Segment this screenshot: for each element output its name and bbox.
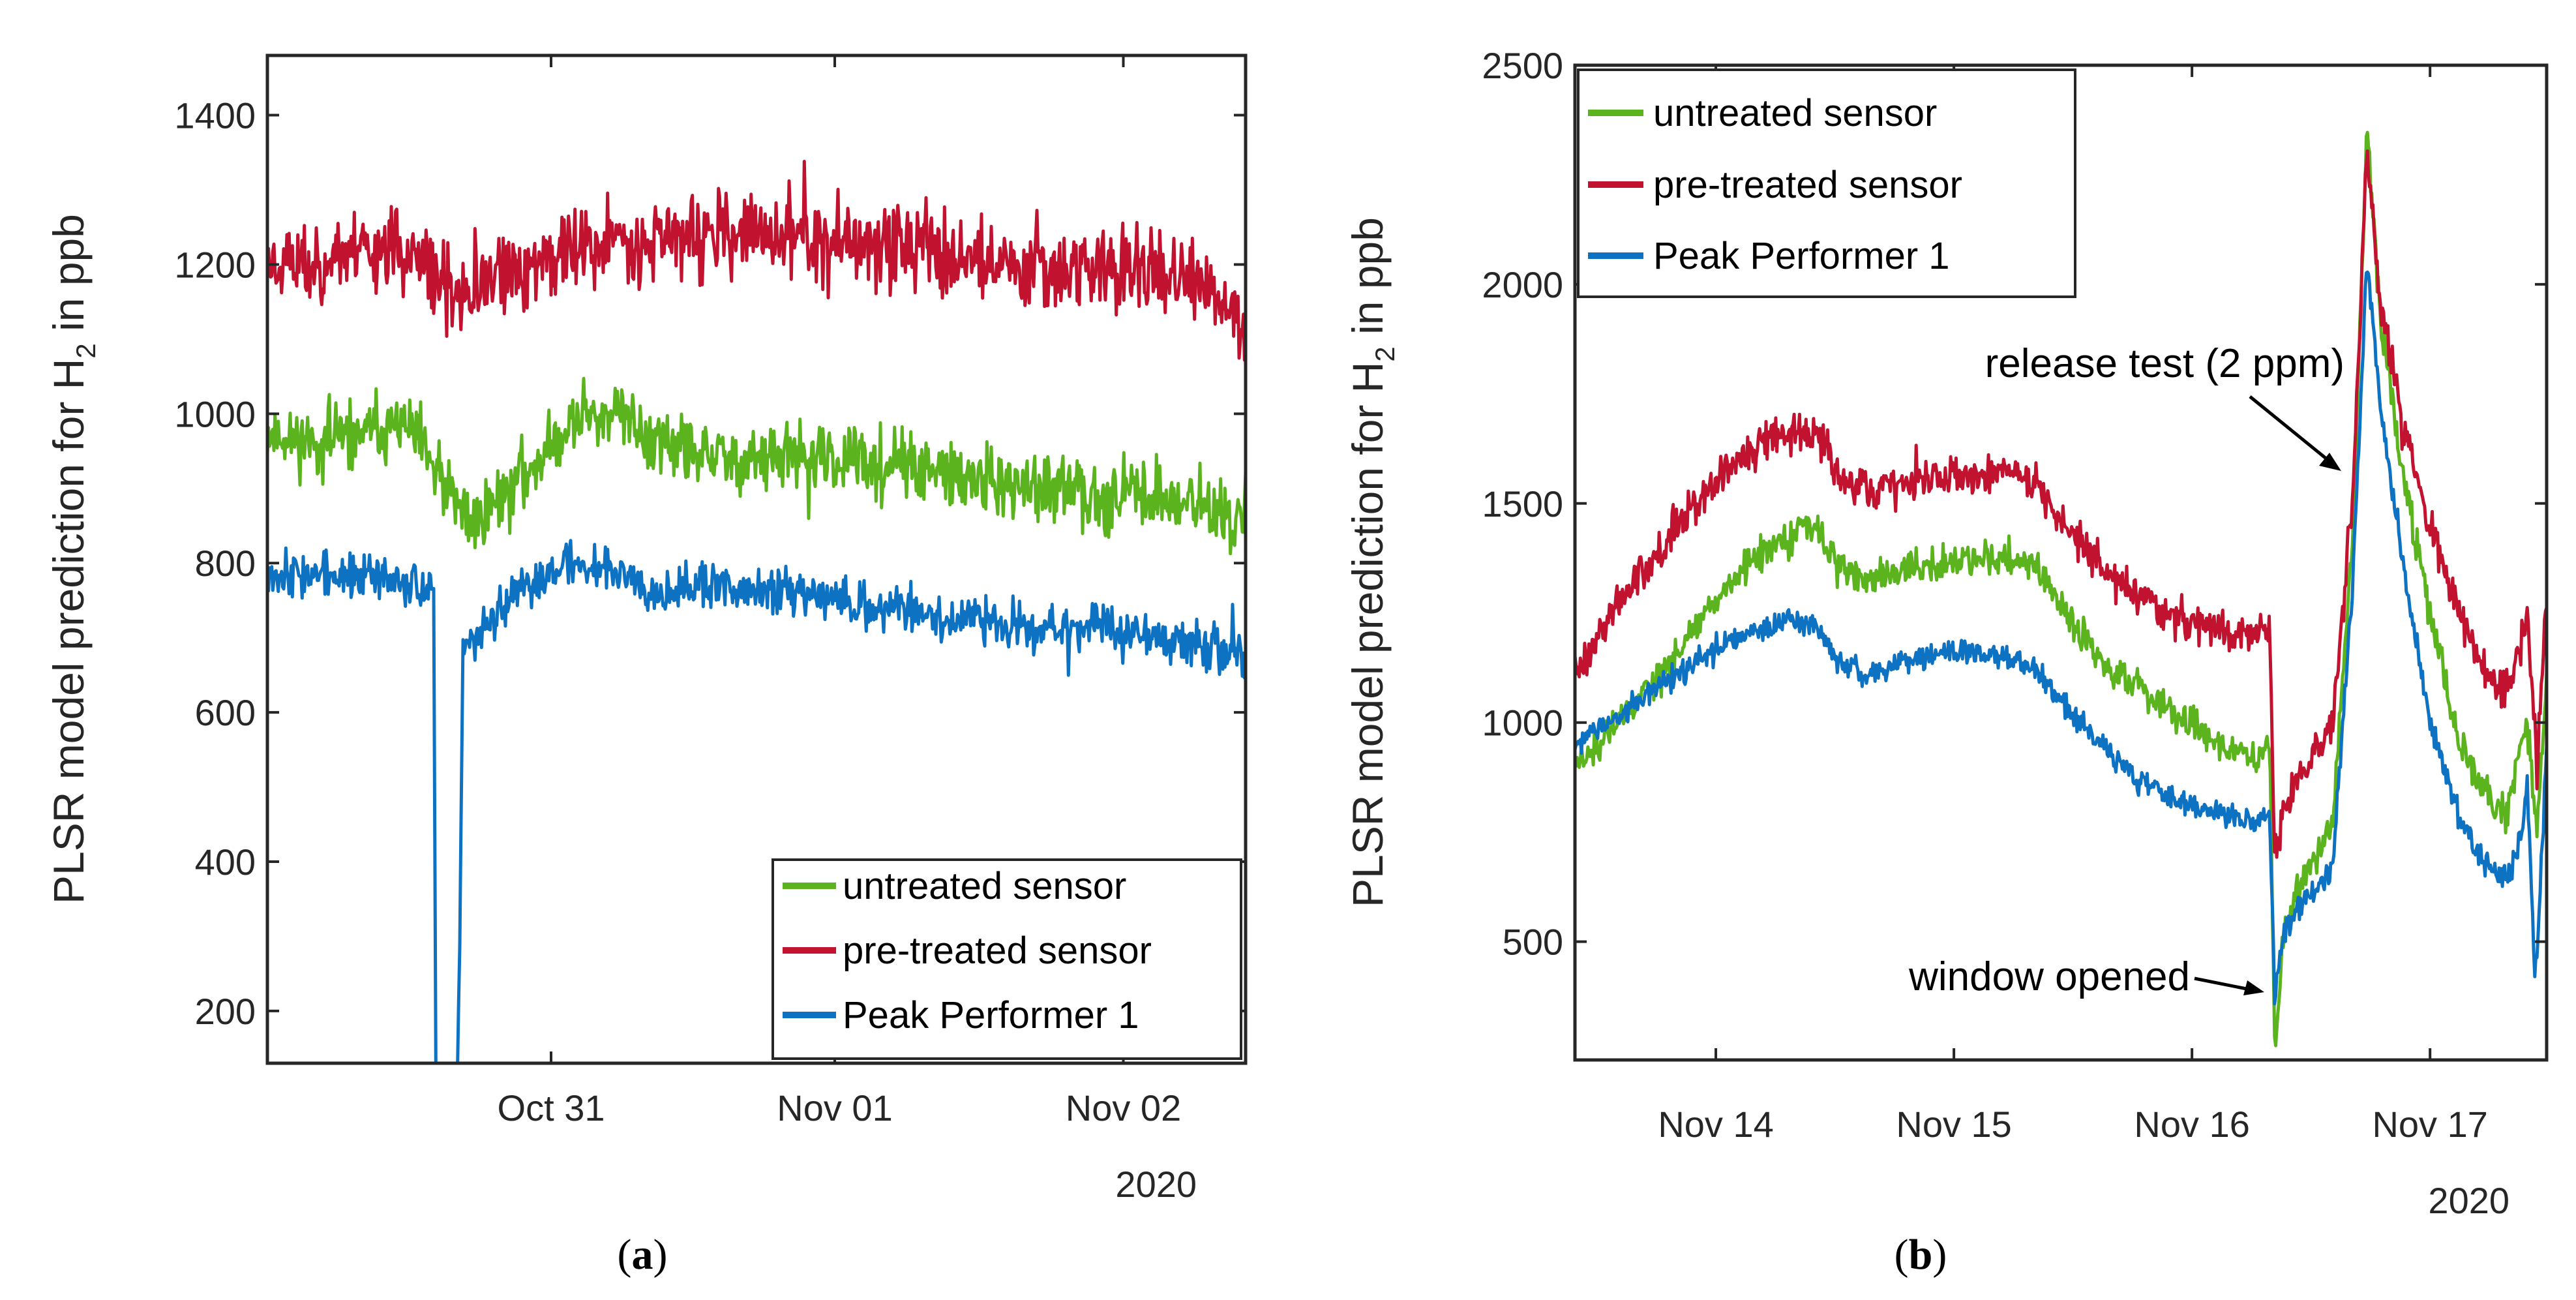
panel-b-series (1575, 130, 2547, 1048)
panel-b-series-pre-treated-sensor (1575, 149, 2547, 859)
panel-b-x-tick-label: Nov 14 (1658, 1104, 1773, 1145)
panel-b-y-axis-label-tail: in ppb (1343, 217, 1392, 346)
panel-b-y-tick-label: 1500 (1482, 483, 1563, 524)
panel-a-y-tick-label: 800 (195, 543, 256, 584)
panel-b-plot-frame (1573, 63, 2549, 1062)
panel-b-x-tick-label: Nov 15 (1896, 1104, 2011, 1145)
panel-a-y-axis-label: PLSR model prediction for H2 in ppb (44, 214, 101, 904)
panel-b-caption-letter: b (1909, 1231, 1933, 1278)
panel-b-x-tick-label: Nov 16 (2134, 1104, 2249, 1145)
panel-a-x-ticks: Oct 31 Nov 01 Nov 02 (498, 55, 1181, 1128)
panel-a-x-tick-label: Nov 02 (1066, 1087, 1181, 1128)
panel-a: 200 400 600 800 1000 1200 1400 Oct 31 Nov 01 Nov… (44, 53, 1248, 1278)
panel-b-y-tick-label: 500 (1503, 922, 1563, 963)
panel-a-legend-label-peak: Peak Performer 1 (843, 994, 1139, 1036)
annotation-release-test-arrow (2249, 395, 2335, 466)
panel-a-y-ticks: 200 400 600 800 1000 1200 1400 (174, 95, 1246, 1032)
panel-a-legend-label-pretreated: pre-treated sensor (843, 930, 1152, 972)
panel-a-series-pre-treated-sensor (267, 160, 1246, 362)
panel-a-y-axis-label-subscript: 2 (70, 343, 101, 358)
annotation-release-test-arrowhead (2319, 453, 2341, 471)
annotation-window-opened-arrowhead (2243, 980, 2264, 995)
annotation-window-opened: window opened (1908, 954, 2190, 999)
panel-b-year-label: 2020 (2428, 1180, 2509, 1221)
panel-b-x-ticks: Nov 14 Nov 15 Nov 16 Nov 17 (1658, 65, 2488, 1145)
panel-b-y-axis-label-subscript: 2 (1370, 346, 1400, 361)
panel-a-caption: (a) (618, 1231, 668, 1278)
panel-a-legend: untreated sensor pre-treated sensor Peak… (771, 858, 1242, 1060)
panel-a-x-tick-label: Oct 31 (498, 1087, 605, 1128)
panel-b-caption: (b) (1895, 1231, 1947, 1278)
panel-a-y-tick-label: 1000 (174, 393, 256, 434)
panel-a-series (267, 160, 1246, 1063)
panel-b-legend-label-untreated: untreated sensor (1653, 92, 1937, 134)
annotation-window-opened-arrow (2194, 976, 2254, 992)
panel-b-legend-label-pretreated: pre-treated sensor (1653, 164, 1962, 206)
panel-b-y-axis-label: PLSR model prediction for H2 in ppb (1343, 217, 1400, 907)
panel-b-x-tick-label: Nov 17 (2372, 1104, 2487, 1145)
panel-a-y-axis-label-main: PLSR model prediction for H (44, 359, 93, 904)
panel-a-legend-box (771, 858, 1242, 1060)
panel-a-caption-letter: a (632, 1231, 653, 1278)
panel-a-y-axis-label-tail: in ppb (44, 214, 93, 343)
panel-a-y-tick-label: 600 (195, 692, 256, 733)
panel-a-y-tick-label: 1200 (174, 244, 256, 285)
panel-a-legend-label-untreated: untreated sensor (843, 865, 1126, 907)
panel-b-y-tick-label: 2000 (1482, 264, 1563, 305)
panel-a-year-label: 2020 (1115, 1164, 1197, 1205)
panel-b-series-peak-performer-1 (1575, 270, 2547, 1006)
panel-b-legend-box (1577, 68, 2076, 298)
panel-a-y-tick-label: 200 (195, 991, 256, 1032)
panel-b-legend-label-peak: Peak Performer 1 (1653, 235, 1950, 277)
panel-a-y-tick-label: 400 (195, 841, 256, 883)
panel-b-y-tick-label: 2500 (1482, 45, 1563, 86)
panel-b-y-tick-label: 1000 (1482, 703, 1563, 744)
panel-b-legend: untreated sensor pre-treated sensor Peak… (1577, 68, 2076, 298)
annotation-release-test: release test (2 ppm) (1985, 341, 2344, 386)
panel-b-y-axis-label-main: PLSR model prediction for H (1343, 362, 1392, 907)
panel-a-series-peak-performer-1 (267, 539, 1246, 1063)
panel-b-y-ticks: 500 1000 1500 2000 2500 (1482, 45, 2547, 963)
panel-a-x-tick-label: Nov 01 (777, 1087, 892, 1128)
panel-a-y-tick-label: 1400 (174, 95, 256, 136)
panel-a-plot-frame (265, 53, 1248, 1065)
panel-a-series-untreated-sensor (267, 376, 1246, 556)
